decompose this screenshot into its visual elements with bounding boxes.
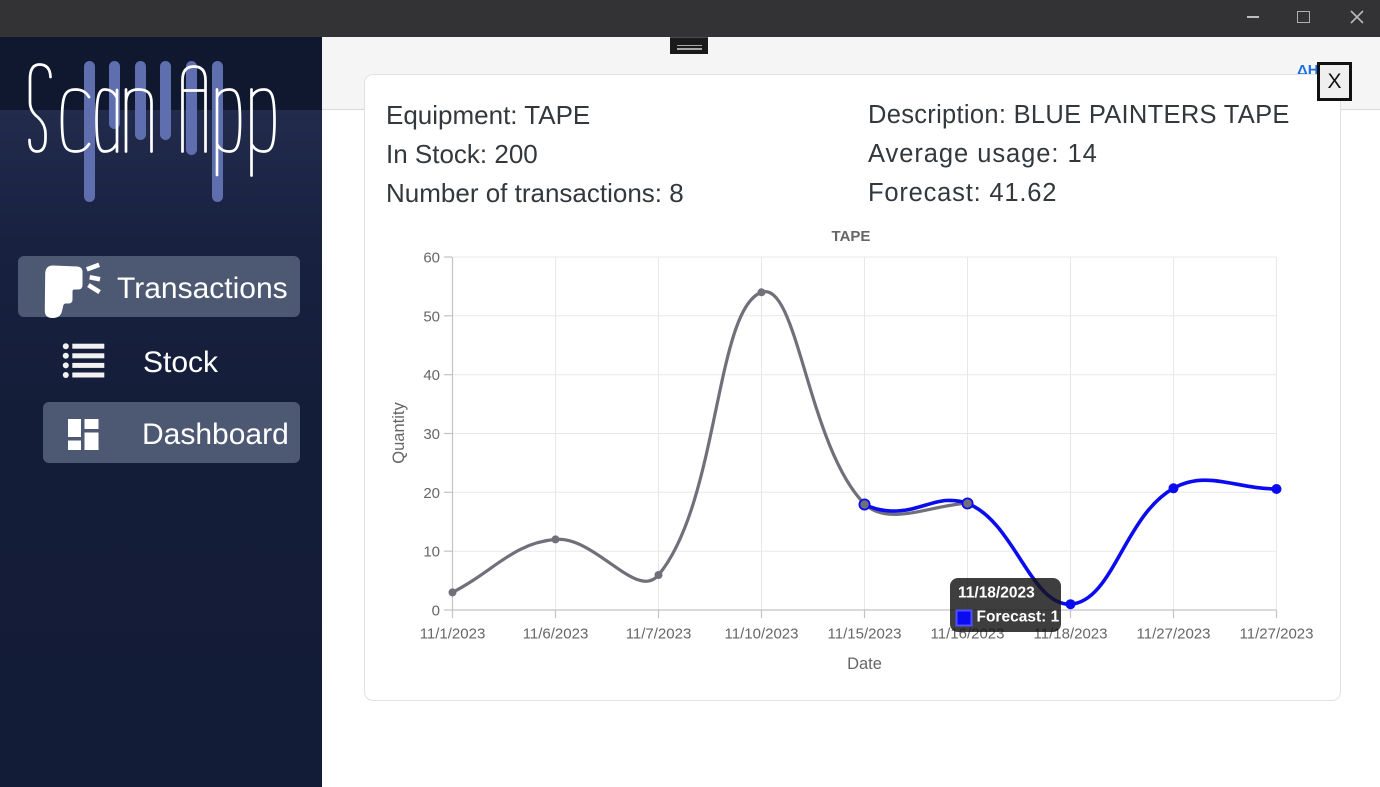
svg-text:11/1/2023: 11/1/2023: [420, 626, 486, 643]
svg-text:Date: Date: [847, 655, 882, 673]
svg-text:11/10/2023: 11/10/2023: [725, 626, 799, 643]
svg-text:11/15/2023: 11/15/2023: [828, 626, 902, 643]
svg-text:TAPE: TAPE: [832, 228, 871, 245]
svg-text:11/27/2023: 11/27/2023: [1240, 626, 1314, 643]
svg-text:Forecast: 1: Forecast: 1: [977, 609, 1060, 626]
svg-text:Quantity: Quantity: [390, 402, 408, 464]
svg-text:11/27/2023: 11/27/2023: [1137, 626, 1211, 643]
svg-text:40: 40: [423, 367, 440, 384]
svg-text:10: 10: [423, 544, 440, 561]
svg-text:0: 0: [432, 603, 440, 620]
svg-text:30: 30: [423, 426, 440, 443]
svg-text:11/18/2023: 11/18/2023: [958, 585, 1035, 602]
svg-text:60: 60: [423, 250, 440, 267]
svg-text:11/6/2023: 11/6/2023: [523, 626, 589, 643]
svg-text:50: 50: [423, 308, 440, 325]
svg-text:11/7/2023: 11/7/2023: [626, 626, 692, 643]
svg-text:20: 20: [423, 485, 440, 502]
